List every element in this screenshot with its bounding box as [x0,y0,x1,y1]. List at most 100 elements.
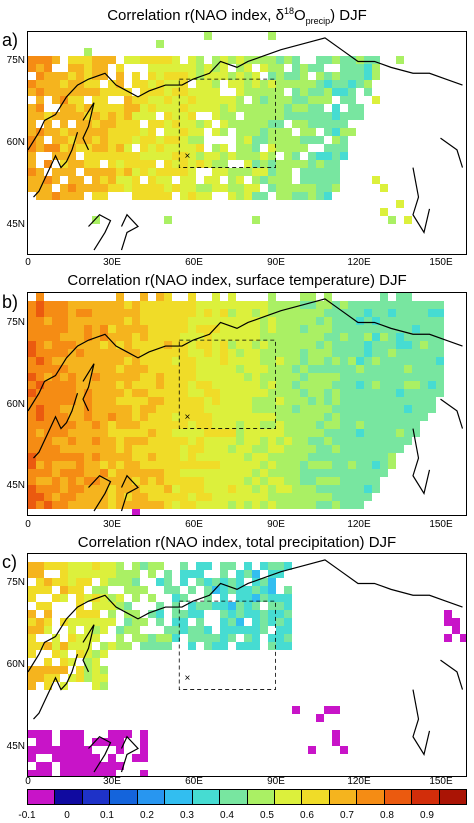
correlation-cell [84,413,92,421]
site-marker-icon: × [185,673,191,684]
correlation-cell [220,317,228,325]
correlation-cell [420,373,428,381]
correlation-cell [284,136,292,144]
correlation-cell [148,485,156,493]
correlation-cell [36,104,44,112]
correlation-cell [332,341,340,349]
correlation-cell [276,626,284,634]
correlation-cell [132,104,140,112]
correlation-cell [212,405,220,413]
correlation-cell [140,112,148,120]
correlation-cell [28,562,36,570]
correlation-cell [276,642,284,650]
correlation-cell [308,136,316,144]
correlation-cell [212,602,220,610]
correlation-cell [308,64,316,72]
correlation-cell [332,485,340,493]
correlation-cell [132,578,140,586]
correlation-cell [180,578,188,586]
correlation-cell [100,88,108,96]
correlation-cell [84,461,92,469]
correlation-cell [348,80,356,88]
correlation-cell [44,674,52,682]
correlation-cell [396,200,404,208]
correlation-cell [92,437,100,445]
correlation-cell [372,349,380,357]
correlation-cell [228,357,236,365]
correlation-cell [76,586,84,594]
correlation-cell [316,373,324,381]
correlation-cell [276,562,284,570]
correlation-cell [220,64,228,72]
correlation-cell [276,144,284,152]
correlation-cell [124,461,132,469]
correlation-cell [132,570,140,578]
correlation-cell [220,421,228,429]
correlation-cell [44,682,52,690]
correlation-cell [300,192,308,200]
colorbar-swatch [110,790,138,804]
correlation-cell [332,445,340,453]
correlation-cell [188,120,196,128]
correlation-cell [76,429,84,437]
correlation-cell [140,730,148,738]
correlation-cell [204,317,212,325]
correlation-cell [140,357,148,365]
correlation-cell [332,477,340,485]
correlation-cell [316,381,324,389]
correlation-cell [236,357,244,365]
correlation-cell [28,341,36,349]
correlation-cell [132,112,140,120]
correlation-cell [412,357,420,365]
colorbar-swatch [28,790,56,804]
correlation-cell [28,674,36,682]
correlation-cell [156,397,164,405]
correlation-cell [260,493,268,501]
correlation-cell [300,144,308,152]
correlation-cell [92,421,100,429]
correlation-cell [68,674,76,682]
correlation-cell [324,493,332,501]
correlation-cell [436,357,444,365]
correlation-cell [300,453,308,461]
correlation-cell [316,152,324,160]
correlation-cell [268,112,276,120]
correlation-cell [332,104,340,112]
correlation-cell [116,88,124,96]
correlation-cell [132,309,140,317]
correlation-cell [60,658,68,666]
correlation-cell [340,493,348,501]
correlation-cell [188,96,196,104]
correlation-cell [156,309,164,317]
correlation-cell [452,618,460,626]
correlation-cell [356,493,364,501]
correlation-cell [36,176,44,184]
correlation-cell [364,453,372,461]
correlation-cell [156,469,164,477]
correlation-cell [60,152,68,160]
correlation-cell [124,128,132,136]
correlation-cell [148,160,156,168]
correlation-cell [196,365,204,373]
correlation-cell [236,373,244,381]
correlation-cell [44,64,52,72]
correlation-cell [252,184,260,192]
correlation-cell [44,461,52,469]
correlation-cell [356,485,364,493]
correlation-cell [268,168,276,176]
correlation-cell [276,405,284,413]
correlation-cell [220,56,228,64]
correlation-cell [100,405,108,413]
correlation-cell [196,128,204,136]
correlation-cell [188,341,196,349]
correlation-cell [92,144,100,152]
correlation-cell [28,493,36,501]
correlation-cell [28,120,36,128]
correlation-cell [36,293,44,301]
correlation-cell [324,176,332,184]
correlation-cell [108,112,116,120]
correlation-cell [196,501,204,509]
correlation-cell [116,176,124,184]
correlation-cell [396,56,404,64]
correlation-cell [220,405,228,413]
